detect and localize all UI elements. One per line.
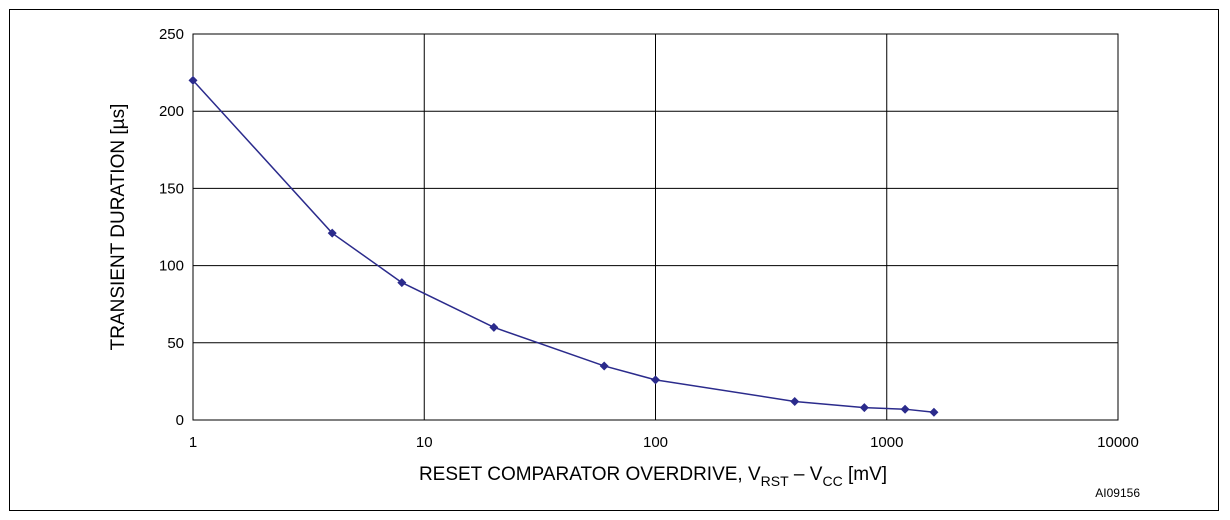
data-point — [929, 407, 939, 417]
x-tick-label: 1 — [189, 434, 197, 451]
y-tick-label: 100 — [159, 258, 184, 275]
y-tick-label: 0 — [176, 412, 184, 429]
x-tick-label: 1000 — [870, 434, 903, 451]
x-tick-label: 10 — [416, 434, 433, 451]
y-axis-label: TRANSIENT DURATION [µs] — [108, 104, 129, 351]
data-point — [489, 322, 499, 332]
y-tick-label: 250 — [159, 26, 184, 43]
x-axis-label: RESET COMPARATOR OVERDRIVE, VRST – VCC [… — [419, 464, 887, 489]
figure-frame — [9, 9, 1219, 511]
y-tick-label: 50 — [167, 335, 184, 352]
data-point — [790, 396, 800, 406]
data-point — [651, 375, 660, 385]
y-tick-label: 150 — [159, 180, 184, 197]
x-axis-label-mid: – V — [789, 464, 823, 485]
grid — [192, 33, 1119, 421]
tick-labels: 1 10 100 1000 10000 0 50 100 150 200 250 — [159, 26, 1139, 451]
x-axis-label-main: RESET COMPARATOR OVERDRIVE, V — [419, 464, 761, 485]
x-axis-label-sub-rst: RST — [761, 473, 789, 489]
data-point — [900, 404, 910, 414]
y-tick-label: 200 — [159, 103, 184, 120]
series-line — [192, 79, 935, 414]
data-point — [599, 361, 609, 371]
x-tick-label: 100 — [643, 434, 668, 451]
data-point — [327, 228, 337, 238]
data-point — [397, 278, 407, 288]
x-axis-label-tail: [mV] — [843, 464, 887, 485]
x-axis-label-sub-cc: CC — [822, 473, 842, 489]
data-point — [188, 75, 198, 85]
figure-reference: AI09156 — [1095, 486, 1140, 500]
data-point — [859, 403, 869, 413]
x-tick-label: 10000 — [1097, 434, 1139, 451]
series — [188, 75, 939, 417]
